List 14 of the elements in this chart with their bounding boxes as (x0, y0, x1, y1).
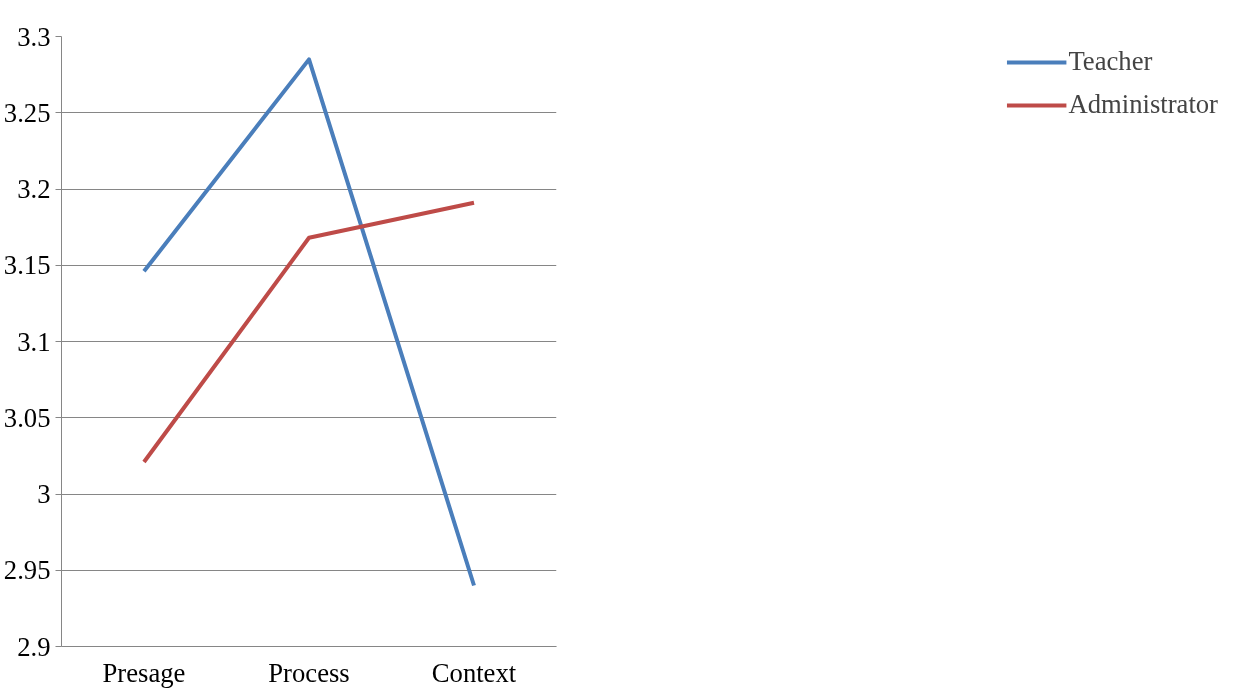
y-tick-label: 3.05 (3, 402, 51, 433)
x-tick-label: Context (431, 657, 517, 688)
y-tick-label: 3.1 (17, 326, 51, 357)
y-tick-label: 3.25 (3, 97, 51, 128)
x-tick-label: Process (268, 657, 350, 688)
y-tick-label: 3.3 (17, 21, 51, 52)
y-tick-label: 3 (37, 479, 51, 509)
y-tick-label: 2.9 (17, 631, 51, 662)
legend-label: Teacher (1068, 46, 1153, 77)
y-tick-label: 2.95 (3, 555, 51, 586)
y-tick-label: 3.15 (3, 250, 51, 281)
legend-label: Administrator (1068, 89, 1218, 120)
y-tick-label: 3.2 (17, 174, 51, 204)
x-tick-label: Presage (102, 657, 186, 688)
